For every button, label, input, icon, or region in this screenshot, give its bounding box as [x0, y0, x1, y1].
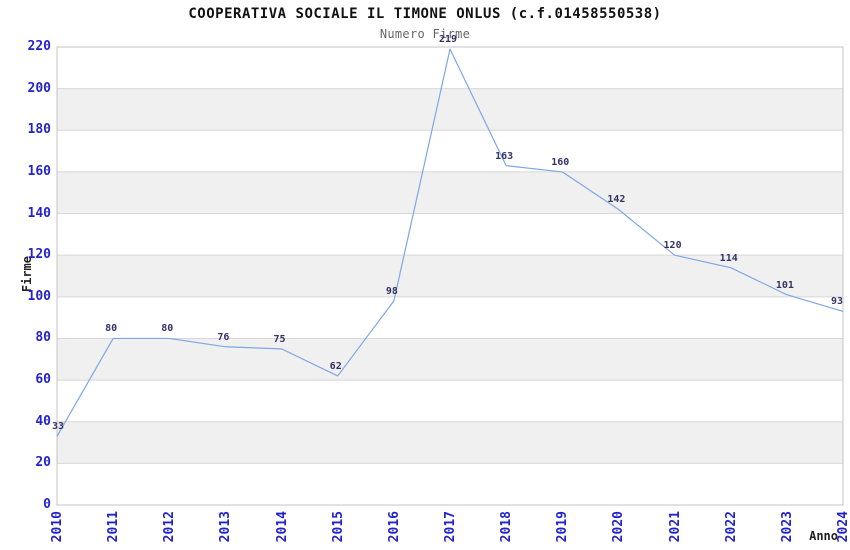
- data-point-label: 114: [719, 252, 738, 264]
- data-point-label: 120: [663, 240, 682, 252]
- data-point-label: 62: [329, 360, 342, 372]
- grid-band: [57, 421, 843, 464]
- series-line: [56, 48, 844, 437]
- data-point-label: 219: [438, 34, 458, 46]
- x-tick-label: 2015: [330, 511, 346, 543]
- x-tick-label: 2017: [443, 511, 458, 543]
- x-tick-label: 2023: [779, 511, 795, 543]
- data-point-label: 80: [105, 323, 118, 335]
- data-point-label: 160: [551, 156, 570, 168]
- data-point-label: 33: [51, 421, 65, 433]
- y-tick-label: 60: [35, 372, 51, 388]
- y-tick-label: 160: [27, 163, 51, 179]
- plot-border: [56, 46, 844, 506]
- x-tick-label: 2016: [386, 511, 402, 543]
- data-point-label: 80: [161, 323, 174, 335]
- x-tick-label: 2012: [162, 511, 178, 543]
- y-tick-label: 20: [35, 455, 51, 471]
- x-tick-label: 2013: [218, 511, 234, 543]
- data-point-label: 101: [775, 279, 794, 291]
- chart-title: COOPERATIVA SOCIALE IL TIMONE ONLUS (c.f…: [188, 6, 662, 22]
- grid-band: [57, 88, 843, 131]
- grid-band: [57, 171, 843, 214]
- data-point-label: 93: [830, 296, 844, 308]
- x-tick-label: 2024: [836, 511, 850, 543]
- x-tick-label: 2014: [274, 511, 290, 543]
- y-tick-label: 40: [35, 413, 51, 429]
- chart-subtitle: Numero Firme: [379, 27, 471, 41]
- y-tick-label: 100: [27, 288, 51, 304]
- y-tick-label: 120: [27, 247, 51, 263]
- x-tick-label: 2019: [555, 511, 571, 543]
- x-tick-label: 2011: [106, 511, 122, 543]
- y-tick-label: 220: [27, 39, 51, 54]
- y-tick-label: 140: [27, 205, 51, 221]
- x-tick-label: 2022: [723, 511, 739, 543]
- grid-band: [57, 338, 843, 381]
- x-tick-label: 2021: [667, 511, 683, 543]
- x-axis-title: Anno: [809, 529, 838, 543]
- data-point-label: 163: [495, 150, 514, 162]
- grid-band: [57, 255, 843, 297]
- x-tick-label: 2018: [499, 511, 515, 543]
- x-tick-label: 2020: [611, 511, 627, 543]
- y-tick-label: 180: [27, 122, 51, 138]
- data-point-label: 98: [385, 285, 398, 297]
- y-tick-label: 200: [27, 80, 51, 96]
- y-tick-label: 0: [43, 497, 51, 512]
- x-tick-label: 2010: [50, 511, 65, 543]
- data-point-label: 142: [607, 194, 626, 206]
- data-point-label: 75: [273, 333, 286, 345]
- data-point-label: 76: [217, 331, 230, 343]
- y-tick-label: 80: [35, 330, 51, 346]
